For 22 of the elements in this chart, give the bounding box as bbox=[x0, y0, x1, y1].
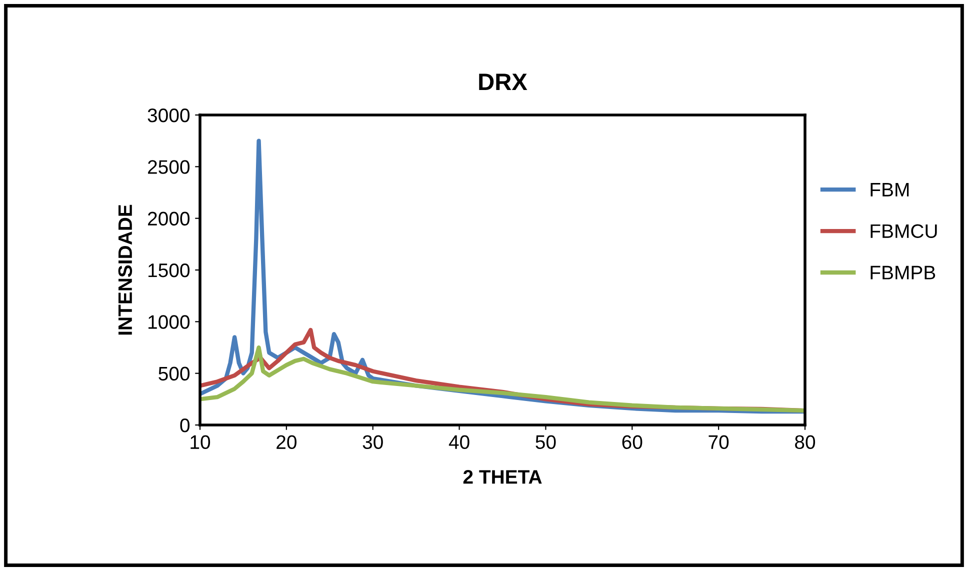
x-tick-label: 10 bbox=[190, 435, 210, 450]
legend-label: FBMCU bbox=[870, 224, 937, 238]
y-tick-label: 1500 bbox=[148, 263, 190, 278]
x-tick-label: 30 bbox=[362, 435, 383, 450]
x-axis-title: 2 THETA bbox=[463, 470, 542, 484]
y-tick-label: 1000 bbox=[148, 315, 190, 329]
y-tick-label: 2500 bbox=[148, 160, 190, 174]
x-tick-label: 40 bbox=[448, 435, 470, 450]
y-tick-label: 2000 bbox=[148, 212, 190, 226]
y-tick-label: 3000 bbox=[148, 108, 190, 122]
legend-label: FBM bbox=[870, 182, 909, 196]
line-series bbox=[200, 345, 805, 413]
x-tick-label: 80 bbox=[795, 435, 816, 450]
y-tick-label: 0 bbox=[180, 418, 190, 432]
y-axis-title: INTENSIDADE bbox=[118, 204, 132, 335]
x-tick-label: 50 bbox=[536, 435, 556, 450]
y-tick-label: 500 bbox=[158, 366, 190, 381]
x-tick-label: 70 bbox=[708, 435, 729, 450]
chart-title: DRX bbox=[479, 74, 528, 90]
legend-label: FBMPB bbox=[870, 266, 936, 280]
x-tick-label: 60 bbox=[622, 435, 642, 450]
x-tick-label: 20 bbox=[276, 435, 296, 450]
